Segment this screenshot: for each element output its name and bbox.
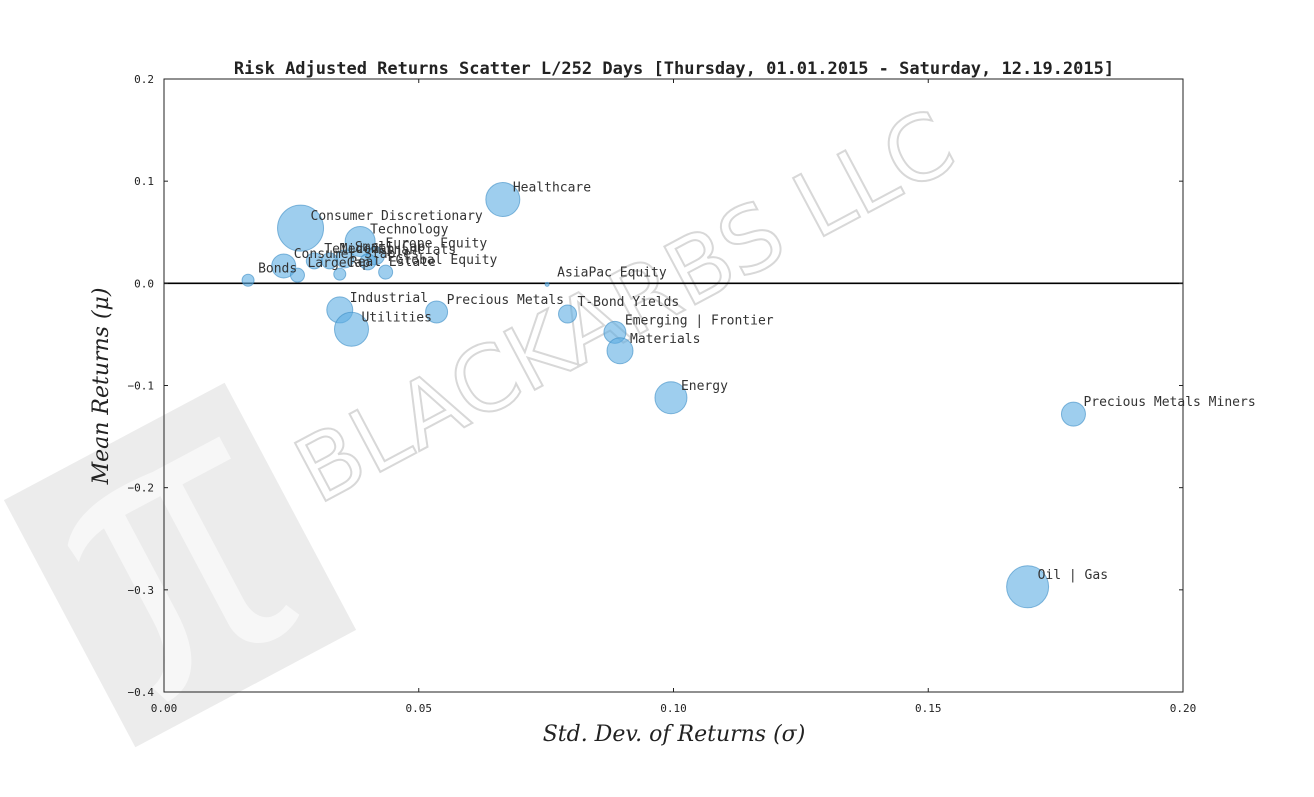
point-label: AsiaPac Equity [557, 265, 667, 280]
point-label: Energy [681, 379, 728, 394]
data-point[interactable] [1006, 565, 1050, 609]
x-tick-label: 0.20 [1170, 702, 1197, 715]
y-tick-label: 0.1 [134, 175, 154, 188]
point-label: Global Equity [396, 253, 498, 268]
y-axis-label: Mean Returns (μ) [89, 288, 114, 486]
point-label: Financials [378, 243, 456, 258]
x-tick-label: 0.10 [660, 702, 687, 715]
data-point[interactable] [359, 253, 377, 271]
chart-title: Risk Adjusted Returns Scatter L/252 Days… [234, 59, 1114, 79]
point-label: Emerging | Frontier [625, 313, 774, 328]
x-axis-label: Std. Dev. of Returns (σ) [543, 722, 806, 747]
point-label: Consumer Staples [294, 247, 419, 262]
y-tick-label: −0.4 [128, 686, 155, 699]
data-point[interactable] [271, 253, 297, 279]
data-point[interactable] [1060, 401, 1086, 427]
point-label: T-Bond Yields [578, 295, 680, 310]
y-tick-label: −0.3 [128, 584, 155, 597]
x-tick-label: 0.00 [151, 702, 178, 715]
point-label: Small Cap [355, 240, 426, 255]
y-tick-label: −0.1 [128, 380, 155, 393]
data-point[interactable] [606, 337, 634, 365]
point-label: Utilities [361, 310, 431, 325]
point-label: Precious Metals Miners [1083, 395, 1255, 410]
y-tick-label: 0.0 [134, 277, 154, 290]
data-point[interactable] [544, 281, 550, 287]
point-label: Oil | Gas [1038, 568, 1108, 583]
point-label: Consumer Discretionary [311, 209, 483, 224]
data-point[interactable] [425, 300, 449, 324]
point-label: Bonds [258, 261, 297, 276]
point-label: Healthcare [513, 181, 591, 196]
data-point[interactable] [333, 311, 369, 347]
data-point[interactable] [289, 267, 305, 283]
pi-logo-icon [3, 382, 357, 748]
data-point[interactable] [654, 381, 688, 415]
x-ticks: 0.00 0.05 0.10 0.15 0.20 [151, 79, 1197, 715]
point-label: Materials [630, 332, 700, 347]
point-label: Mid Cap [340, 242, 395, 257]
point-label: Real Estate [350, 255, 436, 270]
data-point[interactable] [277, 204, 325, 252]
data-point[interactable] [241, 273, 255, 287]
y-ticks: −0.4 −0.3 −0.2 −0.1 0.0 0.1 0.2 [128, 73, 1183, 699]
data-point[interactable] [321, 252, 339, 270]
data-point[interactable] [558, 304, 578, 324]
y-tick-label: 0.2 [134, 73, 154, 86]
point-label: Europe Equity [385, 237, 487, 252]
data-point[interactable] [344, 225, 376, 257]
point-label: Telecom [324, 242, 379, 257]
point-label: Technology [370, 222, 448, 237]
scatter-points [241, 182, 1086, 609]
point-labels: Healthcare Consumer DiscretionaryTechnolo… [258, 181, 1256, 583]
point-label: Industrial [350, 291, 428, 306]
data-point[interactable] [333, 267, 347, 281]
data-point[interactable] [378, 264, 394, 280]
x-tick-label: 0.05 [406, 702, 433, 715]
watermark: BLACKARBS LLC [3, 89, 972, 748]
data-point[interactable] [485, 182, 521, 218]
plot-axes: 0.00 0.05 0.10 0.15 0.20 −0.4−0.3−0.2−0.10.0… [128, 73, 1197, 715]
x-tick-label: 0.15 [915, 702, 942, 715]
y-tick-label: −0.2 [128, 482, 155, 495]
point-label: LargeCap [307, 256, 370, 271]
point-label: Precious Metals [447, 293, 564, 308]
